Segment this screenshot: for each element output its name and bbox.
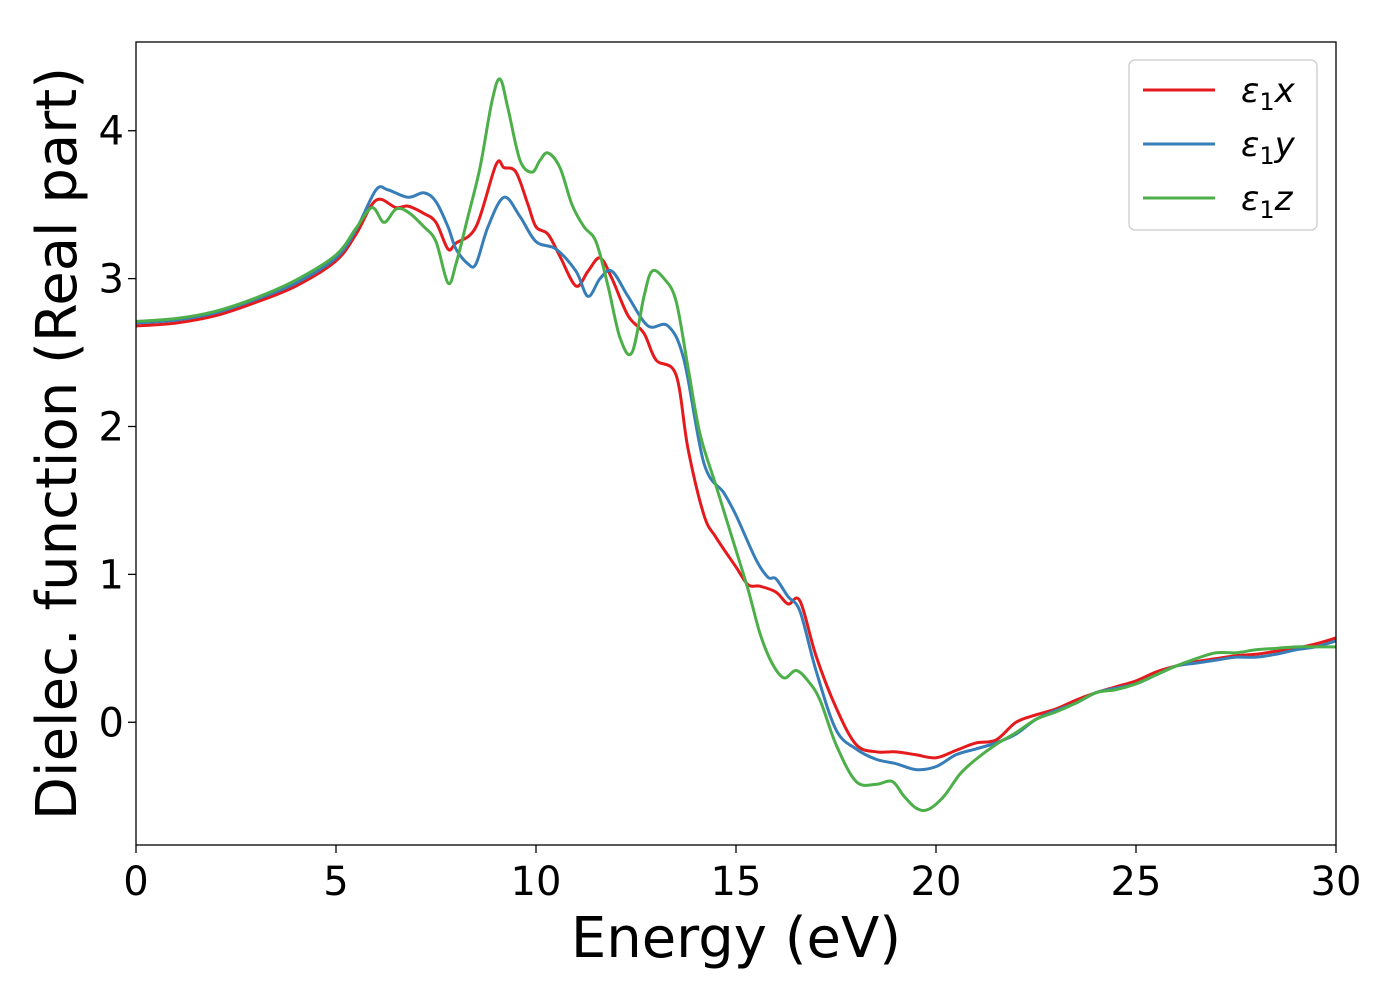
series-layer: [135, 77, 1337, 812]
x-tick-label: 25: [1111, 859, 1162, 905]
x-tick-label: 30: [1311, 859, 1362, 905]
x-tick-label: 20: [911, 859, 962, 905]
legend-box: [1128, 59, 1318, 231]
legend-label-x: ε1x: [1241, 71, 1296, 116]
x-tick-label: 0: [123, 859, 148, 905]
series-line-x: [135, 159, 1337, 760]
x-axis-ticks: 0 5 10 15 20 25 30: [123, 845, 1361, 905]
legend-label-y: ε1y: [1241, 125, 1296, 170]
legend: ε1x ε1y ε1z: [1128, 59, 1318, 231]
y-tick-label: 2: [99, 404, 124, 450]
y-tick-label: 1: [99, 552, 124, 598]
x-tick-label: 15: [711, 859, 762, 905]
y-tick-label: 4: [99, 109, 124, 155]
y-axis-title: Dielec. function (Real part): [25, 67, 90, 820]
y-tick-label: 0: [99, 700, 124, 746]
x-tick-label: 5: [323, 859, 348, 905]
series-line-z: [135, 77, 1336, 812]
y-tick-label: 3: [99, 257, 124, 303]
x-axis-title: Energy (eV): [571, 906, 901, 971]
y-axis-ticks: 0 1 2 3 4: [99, 109, 136, 746]
legend-label-z: ε1z: [1241, 179, 1294, 224]
x-tick-label: 10: [511, 859, 562, 905]
